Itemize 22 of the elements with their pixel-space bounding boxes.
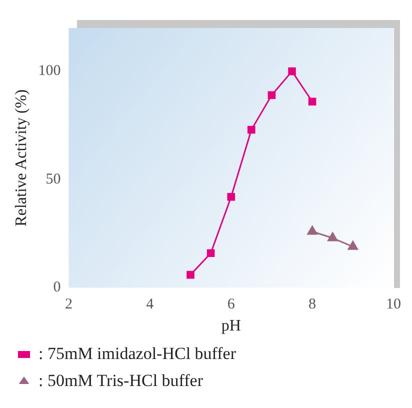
point — [326, 232, 338, 242]
x-tick-label: 10 — [386, 296, 401, 313]
legend-label: : 50mM Tris-HCl buffer — [38, 370, 204, 390]
y-tick-label: 100 — [38, 63, 61, 80]
y-tick-label: 50 — [46, 171, 61, 188]
point — [206, 249, 215, 258]
y-axis-title: Relative Activity (%) — [12, 89, 30, 226]
point — [227, 192, 235, 201]
point — [268, 91, 276, 100]
x-tick-label: 6 — [227, 296, 236, 313]
legend-label: : 75mM imidazol-HCl buffer — [38, 344, 236, 363]
point — [248, 126, 256, 134]
point — [306, 225, 318, 235]
x-tick-label: 4 — [146, 296, 154, 313]
y-tick-label: 0 — [53, 280, 61, 296]
x-tick-label: 8 — [308, 296, 316, 313]
x-axis-title: pH — [221, 318, 242, 335]
point — [308, 98, 316, 106]
point — [186, 270, 194, 279]
point — [288, 67, 296, 76]
point — [347, 240, 359, 250]
x-tick-label: 2 — [64, 296, 72, 313]
